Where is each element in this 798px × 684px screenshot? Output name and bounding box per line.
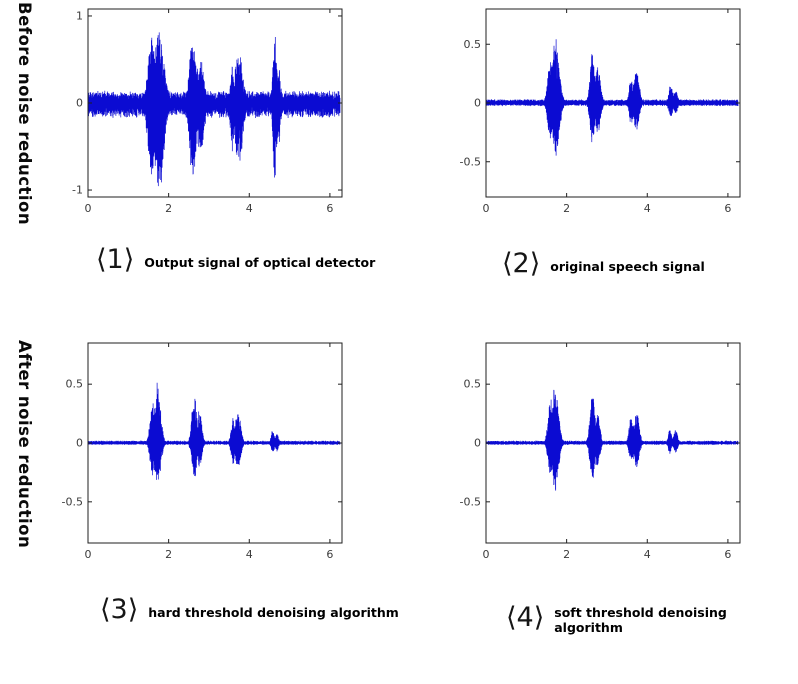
svg-text:0: 0: [85, 548, 92, 561]
waveform-chart-soft-threshold: 0 2 4 6 0.5 0 -0.5: [448, 336, 750, 572]
svg-text:2: 2: [165, 548, 172, 561]
waveform-chart-original-speech: 0 2 4 6 0.5 0 -0.5: [448, 2, 750, 224]
row-label-after-noise-reduction: After noise reduction: [15, 339, 34, 549]
svg-text:0: 0: [483, 202, 490, 215]
svg-text:2: 2: [563, 202, 570, 215]
caption-2-number: ⟨2⟩: [502, 248, 541, 279]
svg-text:0: 0: [474, 437, 481, 450]
svg-text:0: 0: [76, 437, 83, 450]
svg-text:-0.5: -0.5: [460, 495, 481, 508]
svg-text:4: 4: [644, 548, 651, 561]
svg-text:4: 4: [246, 202, 253, 215]
caption-4: ⟨4⟩ soft threshold denoising algorithm: [506, 600, 798, 635]
svg-text:0.5: 0.5: [464, 38, 482, 51]
svg-text:6: 6: [326, 202, 333, 215]
svg-text:4: 4: [246, 548, 253, 561]
svg-text:6: 6: [724, 548, 731, 561]
svg-text:-0.5: -0.5: [460, 155, 481, 168]
svg-text:0: 0: [483, 548, 490, 561]
caption-4-number: ⟨4⟩: [506, 602, 545, 633]
caption-3-number: ⟨3⟩: [100, 594, 139, 625]
row-label-before-noise-reduction: Before noise reduction: [15, 2, 34, 226]
caption-1: ⟨1⟩ Output signal of optical detector: [96, 246, 375, 273]
caption-4-text: soft threshold denoising algorithm: [554, 605, 727, 635]
svg-text:0: 0: [474, 97, 481, 110]
svg-text:0.5: 0.5: [66, 378, 84, 391]
caption-1-number: ⟨1⟩: [96, 244, 135, 275]
waveform-chart-hard-threshold: 0 2 4 6 0.5 0 -0.5: [50, 336, 352, 572]
svg-text:0: 0: [85, 202, 92, 215]
svg-text:1: 1: [76, 9, 83, 22]
waveform-chart-optical-detector: 0 2 4 6 1 0 -1: [50, 2, 352, 224]
svg-text:-0.5: -0.5: [62, 495, 83, 508]
caption-3-text: hard threshold denoising algorithm: [148, 604, 399, 620]
svg-text:0.5: 0.5: [464, 378, 482, 391]
svg-text:2: 2: [563, 548, 570, 561]
svg-text:0: 0: [76, 97, 83, 110]
caption-3: ⟨3⟩ hard threshold denoising algorithm: [100, 596, 399, 623]
svg-text:2: 2: [165, 202, 172, 215]
svg-text:-1: -1: [72, 184, 83, 197]
caption-2: ⟨2⟩ original speech signal: [502, 250, 705, 277]
svg-text:6: 6: [724, 202, 731, 215]
caption-1-text: Output signal of optical detector: [144, 254, 376, 270]
svg-text:4: 4: [644, 202, 651, 215]
svg-text:6: 6: [326, 548, 333, 561]
caption-2-text: original speech signal: [550, 258, 705, 274]
